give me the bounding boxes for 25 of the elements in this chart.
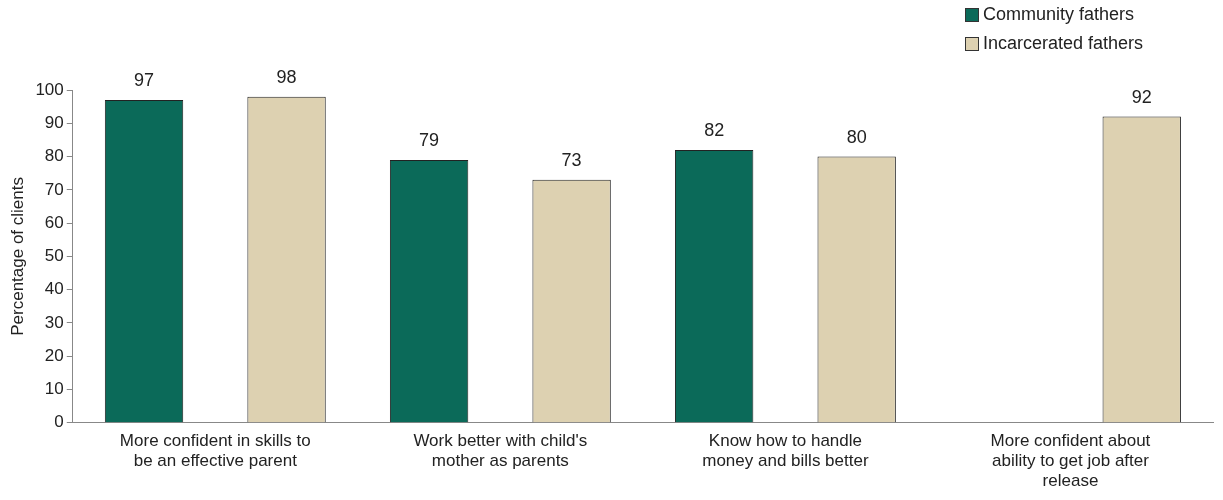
y-tick-label: 0	[54, 412, 64, 432]
y-tick-label: 30	[44, 312, 64, 332]
data-label: 82	[704, 119, 725, 140]
data-label: 97	[134, 69, 155, 90]
y-tick-label: 100	[35, 79, 64, 99]
x-tick-label: More confident about ability to get job after release	[990, 430, 1151, 491]
data-label: 98	[276, 66, 297, 87]
y-tick-label: 90	[44, 112, 64, 132]
y-tick-label: 10	[44, 379, 64, 399]
data-label: 80	[846, 126, 867, 147]
x-tick-label: More confident in skills to be an effective parent	[119, 430, 311, 471]
legend-label: Community fathers	[982, 4, 1134, 25]
data-label: 79	[419, 129, 440, 150]
y-tick-label: 60	[44, 212, 64, 232]
y-axis-title: Percentage of clients	[7, 177, 27, 336]
y-tick-label: 20	[44, 345, 64, 365]
y-tick-label: 70	[44, 179, 64, 199]
y-tick-label: 80	[44, 146, 64, 166]
data-label: 73	[561, 149, 582, 170]
x-tick-label: Work better with child's mother as parents	[413, 430, 588, 471]
legend-label: Incarcerated fathers	[982, 33, 1143, 54]
y-tick-label: 40	[44, 279, 64, 299]
x-tick-label: Know how to handle money and bills better	[702, 430, 869, 471]
y-tick-label: 50	[44, 246, 64, 266]
data-label: 92	[1131, 86, 1152, 107]
